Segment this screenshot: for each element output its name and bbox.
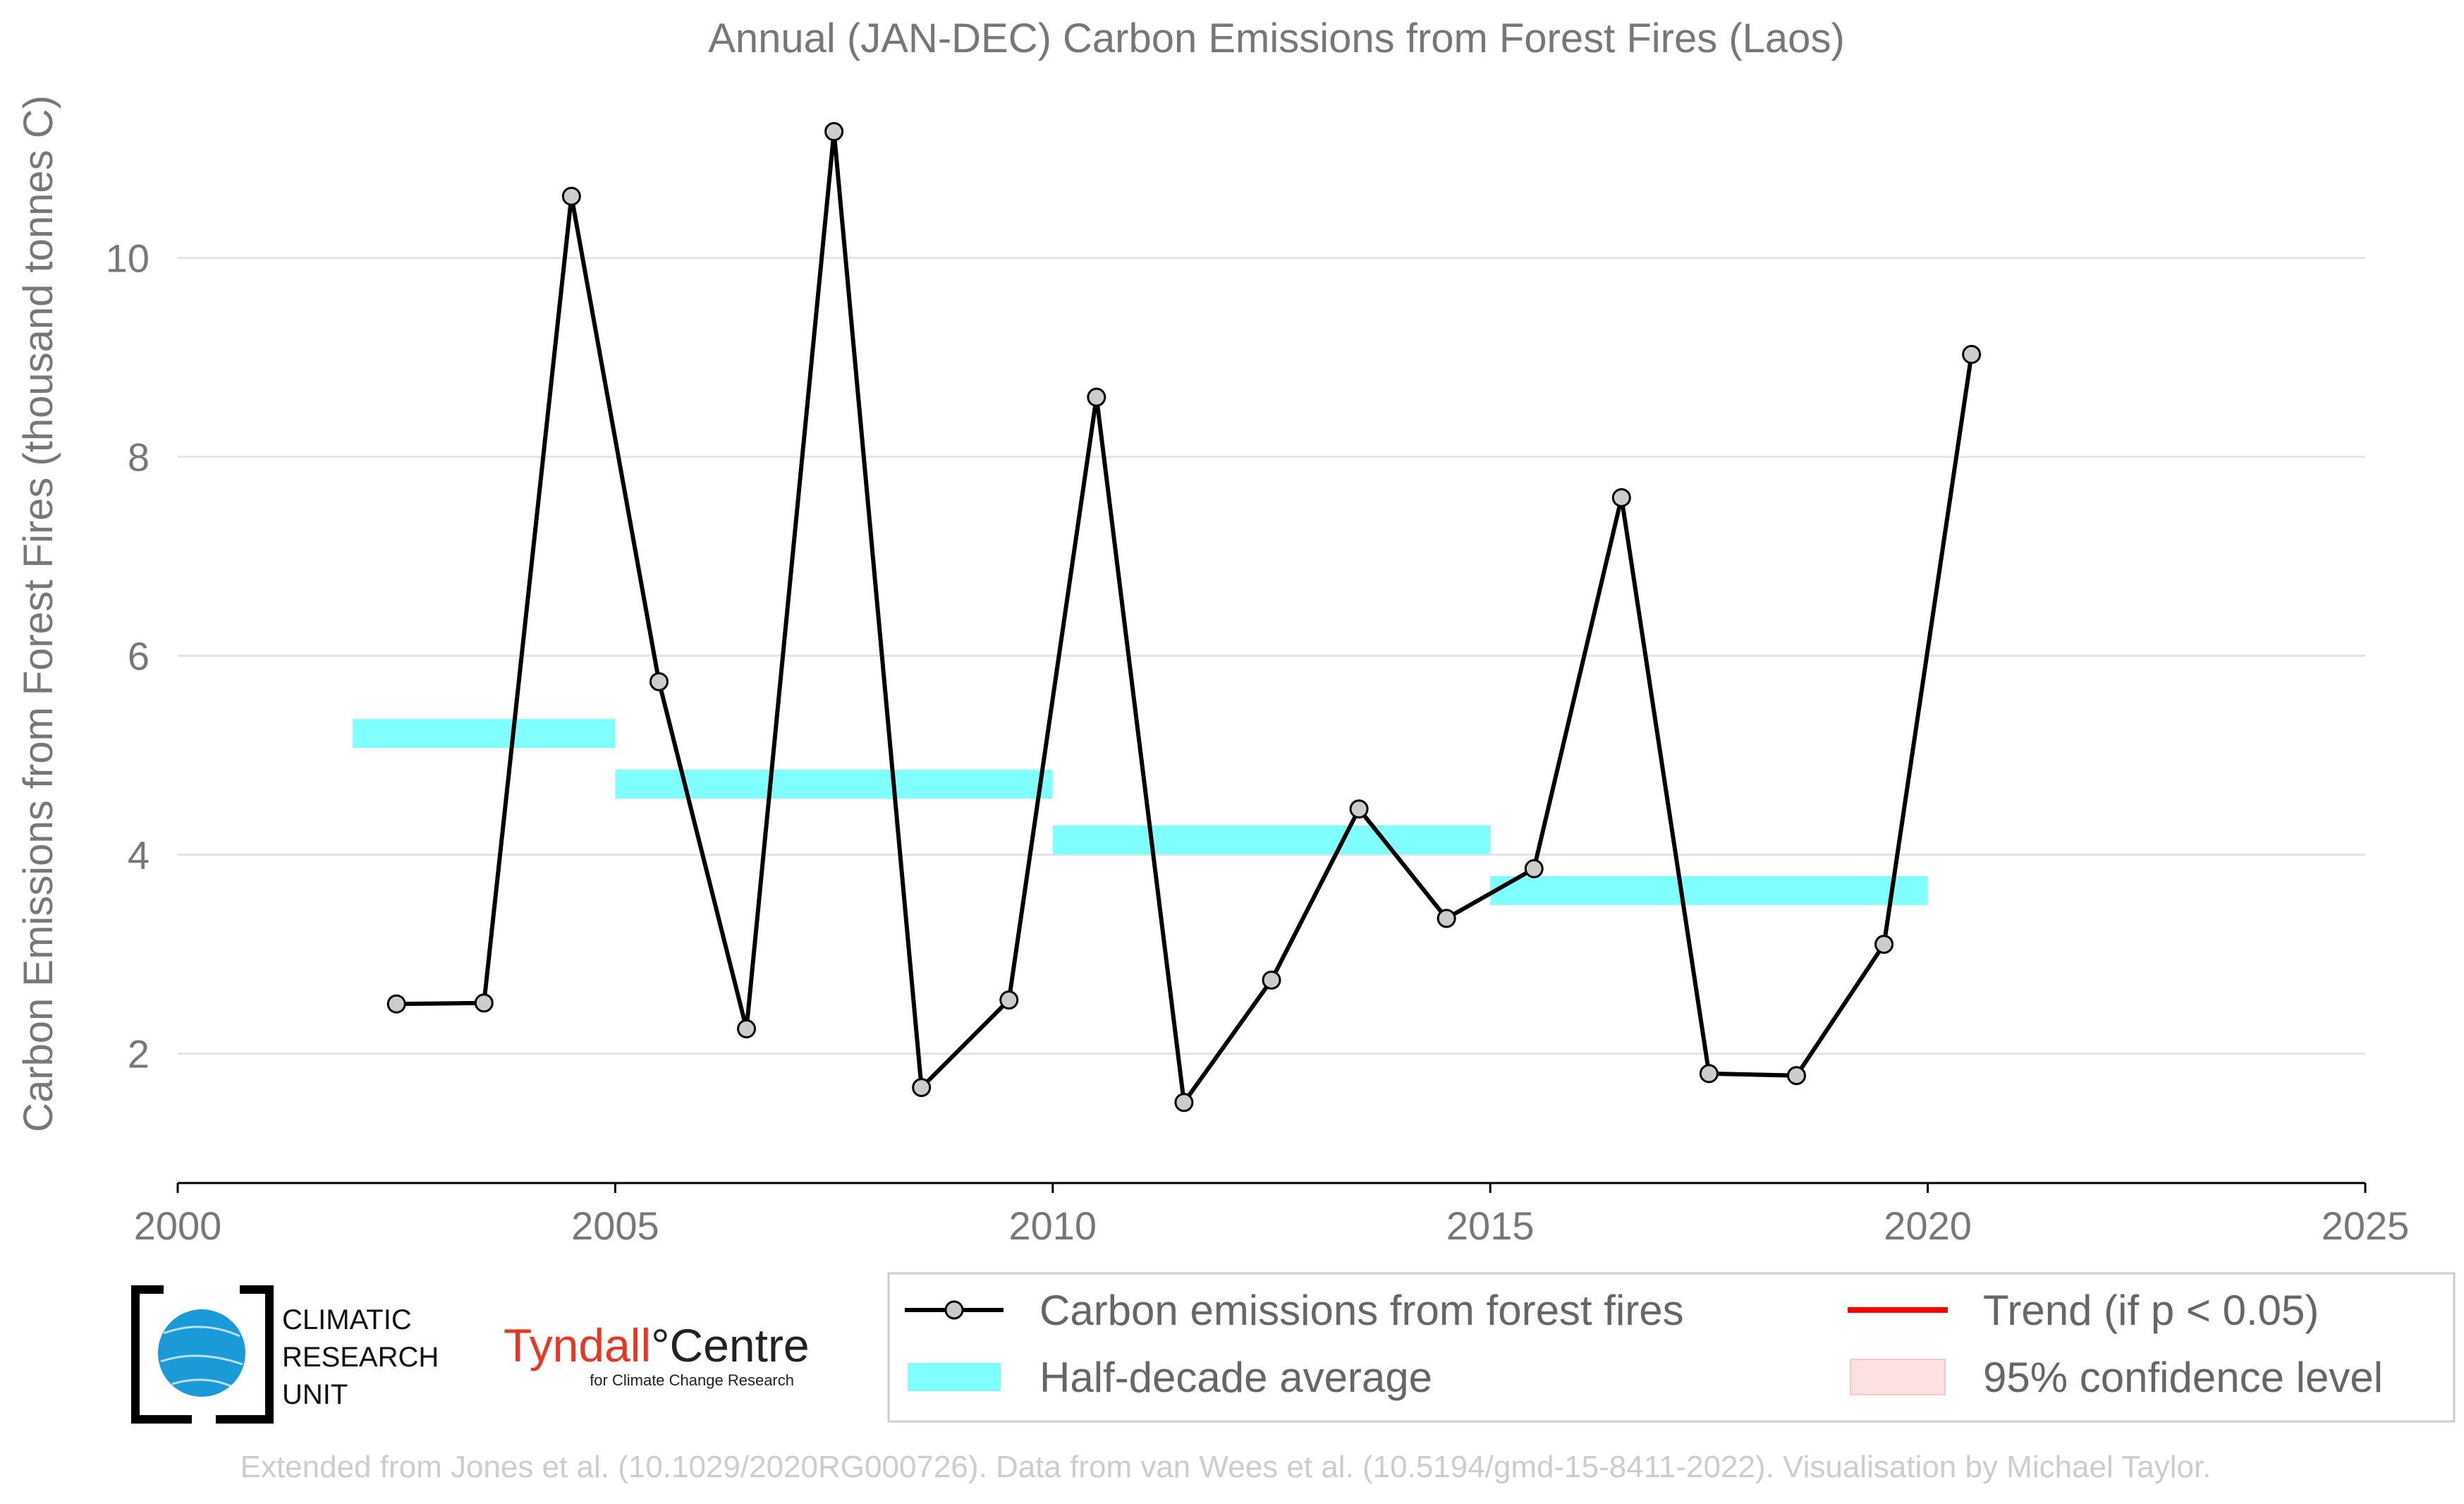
data-point: [1786, 1066, 1806, 1086]
cru-logo: CLIMATIC RESEARCH UNIT: [131, 1285, 439, 1424]
data-point: [474, 993, 494, 1013]
tyndall-centre: Centre: [670, 1319, 810, 1371]
data-point: [1349, 799, 1369, 819]
tyndall-logo: Tyndall°Centre for Climate Change Resear…: [504, 1319, 810, 1389]
data-point: [1087, 387, 1106, 407]
data-point: [912, 1078, 932, 1098]
legend-swatch-confidence: [1850, 1359, 1946, 1395]
cru-bracket-left: [131, 1285, 192, 1424]
emissions-line: [396, 129, 1974, 1105]
y-tick-label: 8: [128, 435, 150, 480]
chart-title: Annual (JAN-DEC) Carbon Emissions from F…: [708, 16, 1845, 61]
cru-line-1: CLIMATIC: [282, 1304, 412, 1335]
y-tick-label: 6: [128, 634, 150, 679]
data-point: [737, 1019, 757, 1038]
cru-line-3: UNIT: [282, 1379, 348, 1410]
y-ticks: 2 4 6 8 10: [106, 236, 150, 1077]
legend-label-confidence: 95% confidence level: [1983, 1354, 2383, 1401]
legend-box: [887, 1272, 2456, 1423]
x-tick-label: 2000: [134, 1203, 222, 1248]
data-point: [1524, 859, 1544, 878]
tyndall-degree: °: [651, 1319, 669, 1371]
tyndall-word: Tyndall: [504, 1319, 651, 1371]
grid-lines: [178, 257, 2365, 1055]
cru-line-2: RESEARCH: [282, 1342, 439, 1373]
legend-swatch-half-decade: [908, 1363, 1001, 1391]
series-line: [396, 129, 1974, 1105]
x-tick-label: 2015: [1446, 1203, 1535, 1248]
globe-icon: [158, 1309, 245, 1397]
globe-contour: [160, 1326, 243, 1388]
x-ticks: 2000 2005 2010 2015 2020 2025: [134, 1183, 2410, 1248]
data-point: [386, 994, 406, 1014]
y-tick-label: 10: [106, 236, 150, 281]
x-tick-label: 2020: [1884, 1203, 1972, 1248]
x-tick-label: 2010: [1009, 1203, 1097, 1248]
data-point: [1437, 909, 1456, 928]
data-point: [1174, 1093, 1194, 1112]
legend: Carbon emissions from forest fires Trend…: [887, 1272, 2456, 1423]
x-tick-label: 2005: [571, 1203, 659, 1248]
y-axis-label: Carbon Emissions from Forest Fires (thou…: [16, 95, 61, 1132]
data-point: [1611, 487, 1631, 507]
data-point: [824, 122, 844, 142]
footer-credit: Extended from Jones et al. (10.1029/2020…: [240, 1450, 2212, 1484]
data-point: [999, 990, 1019, 1010]
data-point: [561, 186, 581, 206]
half-decade-bar: [1052, 825, 1491, 854]
data-point: [1699, 1064, 1719, 1084]
legend-label-trend: Trend (if p < 0.05): [1983, 1287, 2319, 1334]
half-decade-bar: [1490, 875, 1928, 905]
data-point: [1962, 344, 1982, 364]
half-decade-bars: [353, 719, 1928, 905]
legend-label-half-decade: Half-decade average: [1039, 1354, 1432, 1401]
legend-swatch-series-marker: [944, 1300, 964, 1320]
cru-bracket-right: [216, 1285, 274, 1424]
tyndall-subtitle: for Climate Change Research: [590, 1371, 794, 1389]
data-point: [649, 672, 669, 691]
legend-label-series: Carbon emissions from forest fires: [1039, 1287, 1684, 1334]
data-point: [1874, 935, 1894, 954]
half-decade-bar: [353, 719, 616, 748]
y-tick-label: 4: [128, 833, 150, 878]
y-tick-label: 2: [128, 1032, 150, 1077]
tyndall-name: Tyndall°Centre: [504, 1319, 810, 1371]
series-points: [386, 122, 1982, 1112]
x-tick-label: 2025: [2322, 1203, 2410, 1248]
data-point: [1262, 970, 1281, 990]
